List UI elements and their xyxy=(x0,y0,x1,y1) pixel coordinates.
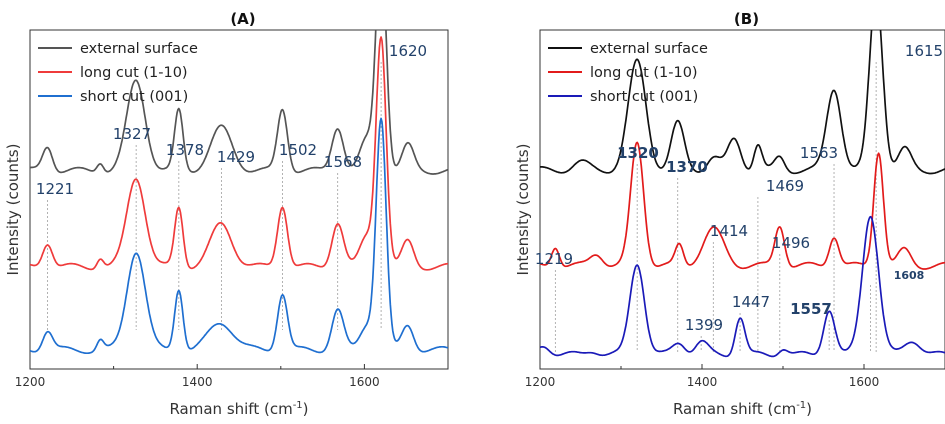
x-axis-label: Raman shift (cm-1) xyxy=(673,400,812,418)
peak-label: 1221 xyxy=(36,180,74,198)
x-axis-label-main: Raman shift (cm xyxy=(673,400,796,418)
x-tick-label: 1400 xyxy=(182,375,213,389)
x-tick-label: 1200 xyxy=(15,375,46,389)
peak-label: 1620 xyxy=(389,42,427,60)
panel-b: (B) 1200 1400 1600 Raman shift (cm-1) Intensi… xyxy=(514,10,945,418)
peak-label: 1615 xyxy=(905,42,943,60)
peak-label: 1219 xyxy=(535,250,573,268)
peak-label: 1320 xyxy=(617,144,659,162)
series-line-0 xyxy=(540,30,945,175)
y-axis-label: Intensity (counts) xyxy=(4,144,22,276)
legend-label-0: external surface xyxy=(80,41,198,57)
peak-label: 1469 xyxy=(766,177,804,195)
peak-label: 1608 xyxy=(894,269,925,282)
legend-label-2: short cut (001) xyxy=(590,89,698,105)
plot-frame xyxy=(29,29,449,370)
x-axis-label-sup: -1 xyxy=(293,400,303,411)
x-tick-label: 1600 xyxy=(849,375,880,389)
x-tick-label: 1200 xyxy=(525,375,556,389)
peak-label: 1563 xyxy=(800,144,838,162)
peak-label: 1327 xyxy=(113,125,151,143)
panel-title: (A) xyxy=(230,10,255,28)
x-tick-label: 1600 xyxy=(349,375,380,389)
peak-label: 1496 xyxy=(772,234,810,252)
peak-label: 1568 xyxy=(324,153,362,171)
peak-label: 1502 xyxy=(279,141,317,159)
series-line-2 xyxy=(30,117,448,355)
x-axis-label-sup: -1 xyxy=(796,400,806,411)
peak-label: 1557 xyxy=(790,300,832,318)
x-tick-label: 1400 xyxy=(687,375,718,389)
series-line-1 xyxy=(540,141,945,270)
x-axis-label-tail: ) xyxy=(303,400,309,418)
peak-label: 1447 xyxy=(732,293,770,311)
legend-label-1: long cut (1-10) xyxy=(590,65,698,81)
legend-label-0: external surface xyxy=(590,41,708,57)
x-axis-label-tail: ) xyxy=(806,400,812,418)
peak-label: 1378 xyxy=(166,141,204,159)
x-axis-label-main: Raman shift (cm xyxy=(169,400,292,418)
peak-label: 1370 xyxy=(666,158,708,176)
series-line-2 xyxy=(540,215,945,358)
peak-label: 1414 xyxy=(710,222,748,240)
panel-title: (B) xyxy=(734,10,759,28)
series-line-0 xyxy=(30,30,448,175)
series-line-1 xyxy=(30,36,448,271)
peak-label: 1429 xyxy=(217,148,255,166)
plot-frame xyxy=(539,29,945,370)
legend-label-1: long cut (1-10) xyxy=(80,65,188,81)
panel-a: (A) 1200 1400 1600 Raman shift (cm-1) Intensi… xyxy=(4,10,449,418)
x-axis-label: Raman shift (cm-1) xyxy=(169,400,308,418)
peak-label: 1399 xyxy=(685,316,723,334)
legend-label-2: short cut (001) xyxy=(80,89,188,105)
y-axis-label: Intensity (counts) xyxy=(514,144,532,276)
